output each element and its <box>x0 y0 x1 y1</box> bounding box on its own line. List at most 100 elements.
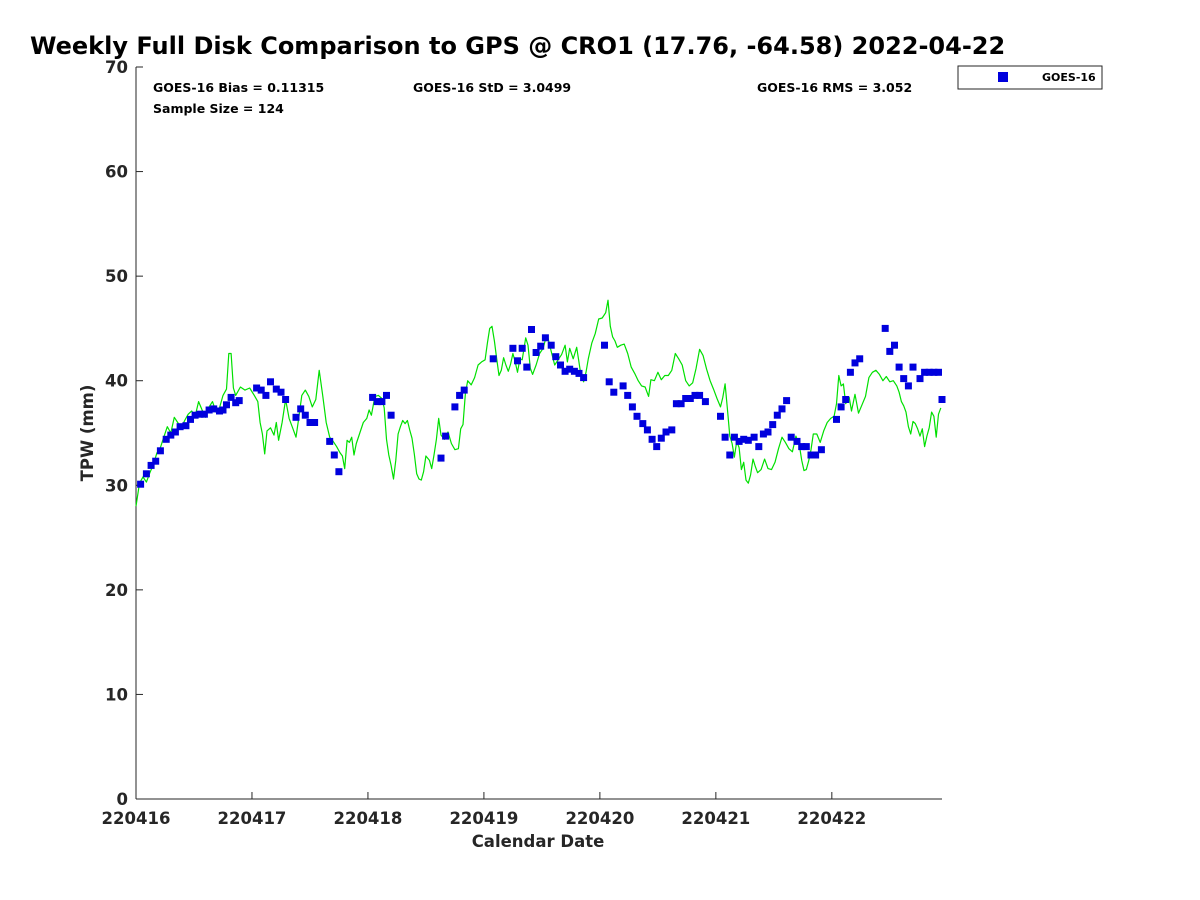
goes16-data-point <box>152 457 160 465</box>
goes16-data-point <box>547 341 555 349</box>
goes16-data-point <box>442 432 450 440</box>
x-ticks: 220416 220417 220418 220419 220420 220421 2204… <box>102 792 866 828</box>
goes16-data-point <box>938 396 946 403</box>
goes16-data-point <box>726 451 734 459</box>
x-tick-label: 220421 <box>681 809 750 828</box>
goes16-data-point <box>196 410 204 418</box>
goes16-data-point <box>297 405 305 413</box>
plot-area <box>136 67 942 799</box>
goes16-data-point <box>807 451 815 459</box>
goes16-data-point <box>262 391 270 399</box>
goes16-data-point <box>812 451 820 459</box>
goes16-data-point <box>755 443 763 451</box>
goes16-data-point <box>326 437 334 445</box>
rms-annotation: GOES-16 RMS = 3.052 <box>757 80 912 95</box>
goes16-data-point <box>833 415 840 423</box>
goes16-data-point <box>802 443 810 451</box>
goes16-data-point <box>561 367 569 375</box>
y-tick-label: 40 <box>105 372 128 391</box>
goes16-data-point <box>628 403 636 411</box>
stats-annotations: GOES-16 Bias = 0.11315 GOES-16 StD = 3.0… <box>153 80 912 116</box>
goes16-data-point <box>489 355 497 363</box>
goes16-data-point <box>686 395 694 402</box>
goes16-data-point <box>846 368 854 376</box>
goes16-data-point <box>610 388 618 396</box>
goes16-data-point <box>200 410 208 418</box>
axes <box>135 67 942 800</box>
goes16-data-point <box>856 355 864 363</box>
goes16-data-point <box>851 359 859 367</box>
y-tick-label: 30 <box>105 476 128 495</box>
goes16-data-point <box>759 430 767 438</box>
goes16-data-point <box>643 426 651 434</box>
goes16-data-point <box>210 405 218 413</box>
legend-box <box>957 65 1103 90</box>
goes16-data-point <box>909 363 917 371</box>
goes16-data-point <box>619 382 627 390</box>
goes16-data-point <box>219 406 227 414</box>
goes16-data-point <box>557 361 564 369</box>
goes16-data-point <box>921 368 929 376</box>
y-tick-label: 20 <box>105 581 128 600</box>
goes16-data-point <box>773 411 781 419</box>
goes16-data-point <box>387 411 395 419</box>
goes16-data-point <box>639 420 647 428</box>
goes16-data-point <box>373 398 381 406</box>
x-tick-label: 220419 <box>449 809 518 828</box>
goes16-data-point <box>717 412 724 420</box>
goes16-data-point <box>272 385 280 393</box>
goes16-data-point <box>182 422 190 430</box>
goes16-data-point <box>460 386 468 394</box>
goes16-data-point <box>750 433 758 441</box>
goes16-data-point <box>191 411 199 419</box>
legend: GOES-16 <box>957 65 1103 90</box>
goes16-data-point <box>437 454 445 462</box>
goes16-data-point <box>537 342 545 350</box>
sample-size-annotation: Sample Size = 124 <box>153 101 284 116</box>
x-tick-label: 220418 <box>333 809 402 828</box>
goes16-data-point <box>633 412 641 420</box>
goes16-data-point <box>764 428 772 436</box>
goes16-data-point <box>552 353 560 361</box>
goes16-data-point <box>648 435 656 443</box>
goes16-data-point <box>176 423 184 431</box>
goes16-data-point <box>383 391 390 399</box>
goes16-data-point <box>523 363 531 371</box>
gps-series-line <box>135 299 942 507</box>
goes16-data-point <box>566 365 574 373</box>
goes16-data-point <box>696 391 704 399</box>
goes16-data-point <box>605 378 613 386</box>
goes16-data-point <box>378 398 386 406</box>
goes16-data-point <box>518 344 526 352</box>
goes16-data-point <box>532 349 540 356</box>
y-tick-label: 60 <box>105 163 128 182</box>
goes16-data-point <box>935 368 942 376</box>
y-tick-label: 50 <box>105 267 128 286</box>
goes16-data-point <box>282 396 290 403</box>
goes16-data-point <box>881 324 889 332</box>
goes16-data-point <box>369 393 377 401</box>
goes16-data-point <box>253 384 261 392</box>
x-tick-label: 220416 <box>102 809 171 828</box>
legend-marker <box>998 72 1008 82</box>
goes16-data-point <box>701 398 709 406</box>
goes16-data-point <box>451 403 459 411</box>
goes16-data-point <box>267 378 274 386</box>
goes16-data-point <box>891 341 898 349</box>
goes16-data-point <box>730 433 738 441</box>
goes16-data-point <box>142 470 150 478</box>
goes16-data-point <box>624 391 632 399</box>
goes16-data-point <box>793 437 801 445</box>
y-tick-label: 0 <box>117 790 128 809</box>
goes16-data-point <box>798 443 806 451</box>
goes16-data-point <box>257 386 265 394</box>
goes16-data-point <box>925 368 933 376</box>
goes16-data-point <box>691 391 699 399</box>
goes16-data-point <box>311 419 319 426</box>
goes16-data-point <box>301 411 309 419</box>
goes16-data-point <box>682 395 690 402</box>
goes16-data-point <box>837 403 845 411</box>
goes16-data-point <box>306 419 314 426</box>
std-annotation: GOES-16 StD = 3.0499 <box>413 80 571 95</box>
